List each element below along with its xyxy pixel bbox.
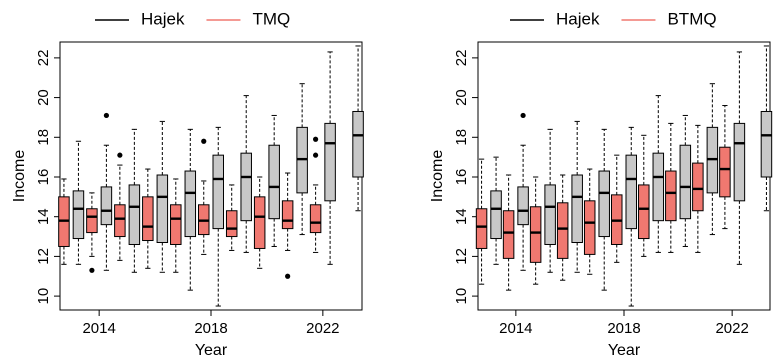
- box-body: [212, 154, 224, 230]
- y-tick-label: 10: [453, 288, 470, 305]
- x-axis-title: Year: [608, 342, 641, 358]
- y-tick-label: 12: [453, 248, 470, 265]
- box-outlier: [201, 138, 207, 144]
- y-tick-label: 10: [35, 288, 52, 305]
- box-body: [225, 210, 238, 238]
- box-body: [529, 206, 542, 263]
- box-body: [517, 186, 529, 226]
- x-tick-label: 2022: [306, 320, 339, 337]
- box-body: [324, 122, 336, 202]
- box-body: [502, 210, 515, 259]
- box-outlier: [103, 112, 109, 119]
- box-body: [142, 196, 154, 242]
- box-body: [100, 186, 113, 226]
- box-body: [598, 170, 610, 238]
- legend-label-1: BTMQ: [667, 9, 716, 28]
- box-body: [128, 184, 141, 245]
- legend-label-0: Hajek: [556, 9, 600, 28]
- y-tick-label: 14: [35, 208, 52, 225]
- x-axis-title: Year: [195, 342, 228, 358]
- box-body: [253, 196, 266, 249]
- box-body: [679, 144, 692, 220]
- y-tick-label: 18: [453, 129, 470, 146]
- box-body: [625, 154, 637, 230]
- box-body: [268, 144, 280, 220]
- y-tick-label: 18: [35, 129, 52, 146]
- y-tick-label: 12: [35, 248, 52, 265]
- box-outlier: [89, 267, 95, 273]
- box-body: [156, 174, 169, 244]
- box-outlier: [117, 152, 123, 158]
- box-body: [309, 204, 322, 234]
- box-outlier: [313, 136, 319, 142]
- box-body: [86, 208, 98, 234]
- box-body: [652, 152, 665, 222]
- x-tick-label: 2014: [499, 320, 532, 337]
- box-outlier: [313, 152, 319, 158]
- box-body: [114, 204, 126, 238]
- box-body: [475, 208, 488, 249]
- box-body: [72, 190, 85, 240]
- box-outlier: [285, 273, 291, 279]
- box-body: [583, 200, 596, 255]
- y-axis-title: Income: [429, 150, 446, 203]
- box-body: [240, 152, 252, 222]
- box-body: [490, 190, 502, 240]
- x-tick-label: 2014: [82, 320, 115, 337]
- y-tick-label: 16: [453, 169, 470, 186]
- x-tick-label: 2018: [194, 320, 227, 337]
- box-body: [665, 170, 677, 222]
- box-body: [719, 146, 731, 198]
- box-body: [638, 184, 650, 240]
- box-body: [170, 204, 182, 245]
- box-body: [352, 110, 364, 178]
- y-tick-label: 20: [35, 89, 52, 106]
- legend-label-0: Hajek: [141, 9, 185, 28]
- y-tick-label: 14: [453, 208, 470, 225]
- box-body: [544, 184, 556, 245]
- y-axis-title: Income: [11, 150, 28, 203]
- y-tick-label: 16: [35, 169, 52, 186]
- legend-label-1: TMQ: [252, 9, 290, 28]
- box-body: [692, 162, 704, 212]
- box-body: [760, 110, 773, 178]
- y-tick-label: 22: [453, 50, 470, 67]
- box-body: [556, 202, 569, 259]
- box-body: [281, 200, 294, 230]
- box-body: [571, 174, 583, 244]
- y-tick-label: 22: [35, 50, 52, 67]
- y-tick-label: 20: [453, 89, 470, 106]
- x-tick-label: 2022: [715, 320, 748, 337]
- box-outlier: [520, 112, 526, 119]
- x-tick-label: 2018: [607, 320, 640, 337]
- box-body: [184, 170, 197, 238]
- box-body: [733, 122, 746, 202]
